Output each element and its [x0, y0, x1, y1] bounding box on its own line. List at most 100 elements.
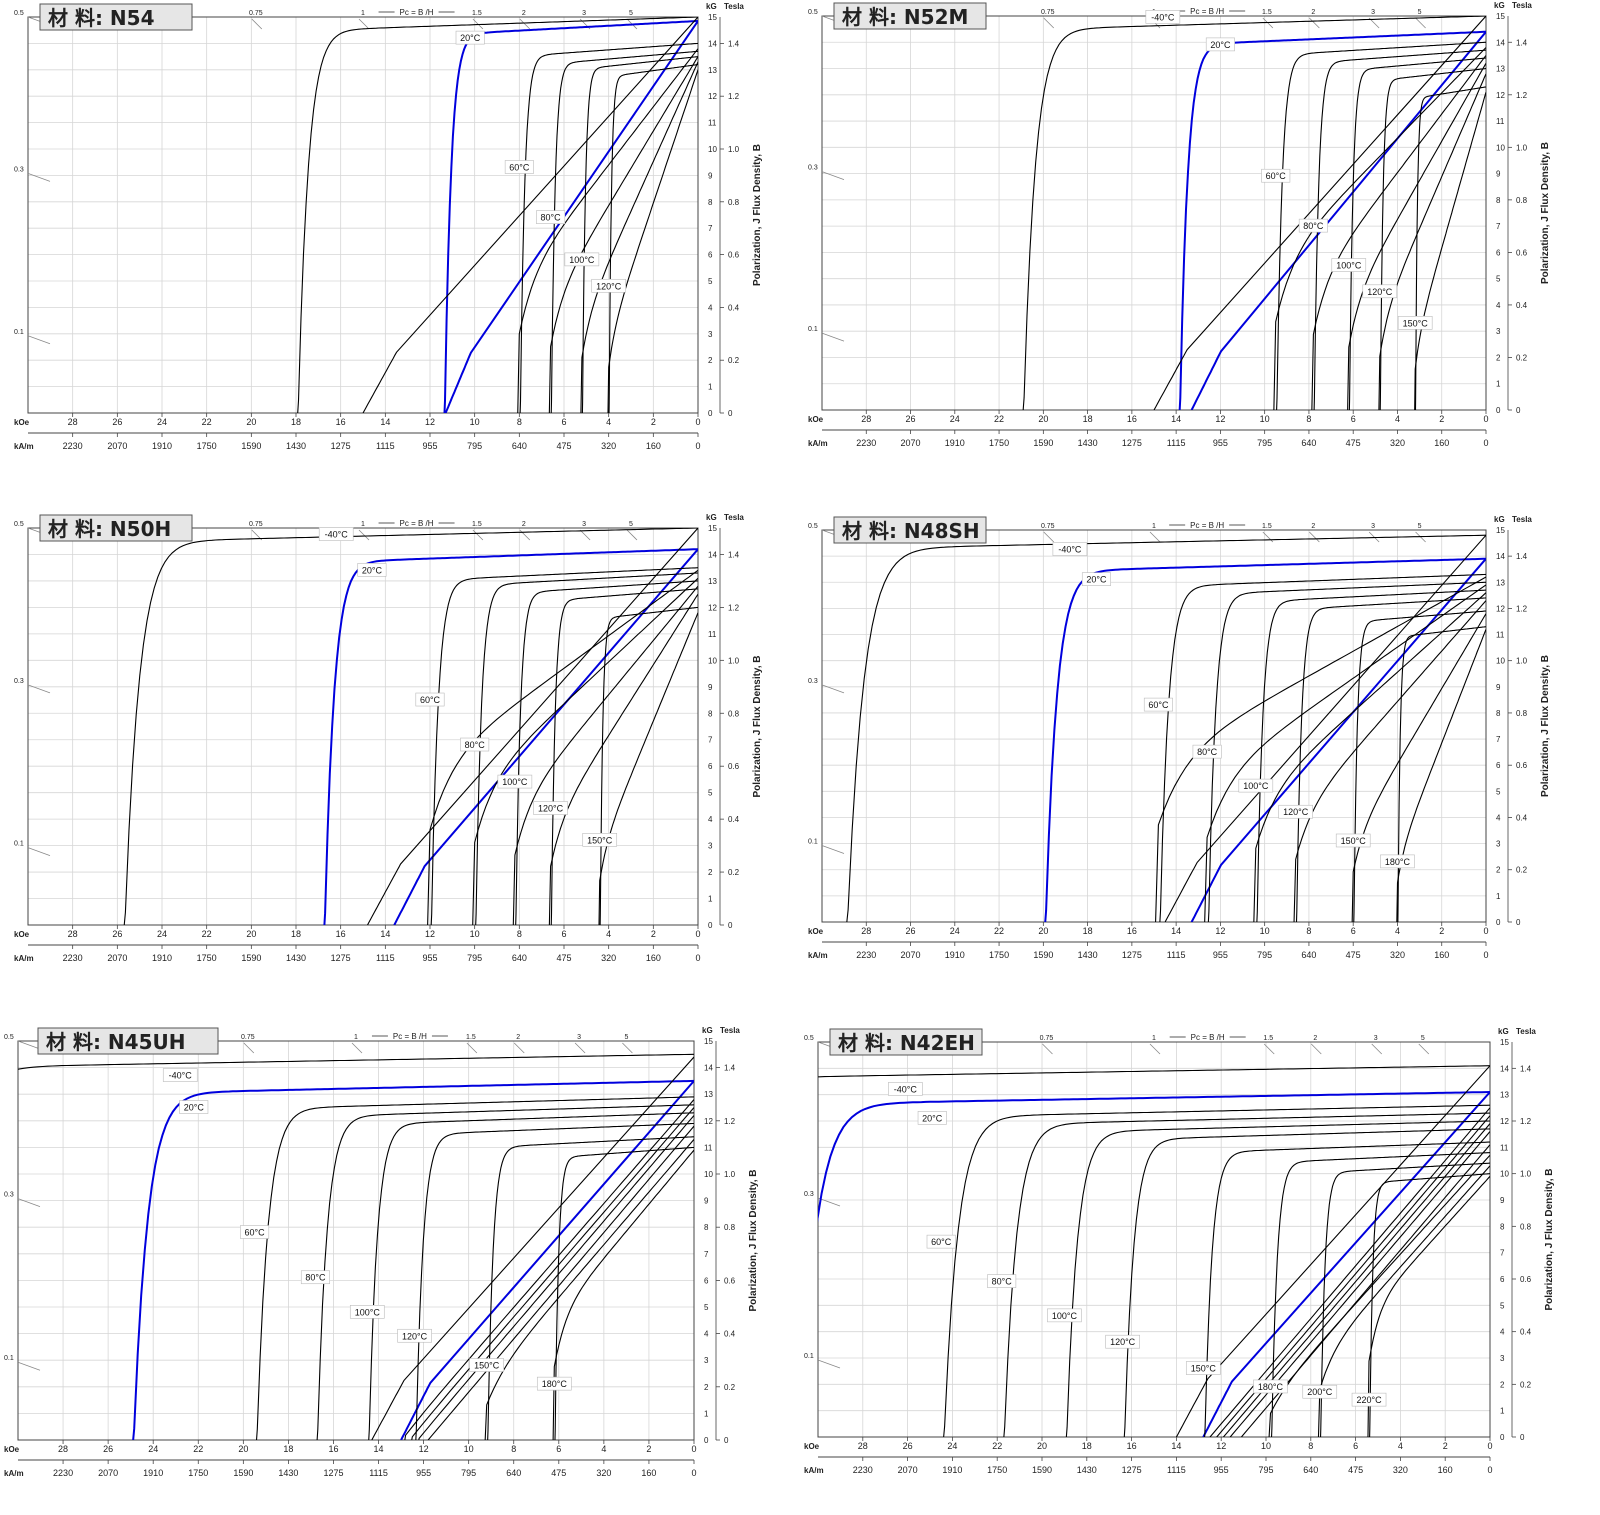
temperature-label-box [1185, 1361, 1221, 1375]
kam-tick-label: 1910 [152, 953, 172, 963]
pc-tick-label: 3 [582, 10, 586, 17]
koe-tick-label: 10 [1260, 414, 1270, 424]
tesla-unit-label: Tesla [724, 2, 744, 11]
temperature-label: 100°C [502, 777, 528, 787]
curve-flux-4 [367, 528, 698, 925]
koe-tick-label: 18 [1082, 1441, 1092, 1451]
curve-flux-4 [1175, 1065, 1490, 1437]
kam-tick-label: 1115 [1167, 1465, 1186, 1475]
curve-flux-4 [362, 17, 698, 413]
kam-tick-label: 1910 [143, 1468, 163, 1478]
left-tick-label: 0.1 [804, 1353, 814, 1360]
curve-flux-3 [393, 548, 698, 925]
curve-polarization-1 [1022, 16, 1486, 410]
kg-unit-label: kG [1494, 515, 1505, 524]
pc-tick-label: 2 [522, 10, 526, 17]
temperature-label-box [1145, 10, 1181, 24]
curve-flux-4 [1153, 16, 1486, 410]
material-title: 材 料: N42EH [829, 1028, 983, 1056]
kam-tick-label: 2230 [856, 438, 876, 448]
koe-tick-label: 24 [950, 414, 960, 424]
kam-tick-label: 1750 [197, 953, 217, 963]
temperature-label-box [533, 801, 568, 815]
kam-tick-label: 1115 [369, 1468, 388, 1478]
koe-unit-label: kOe [4, 1445, 20, 1454]
curve-polarization-6 [1207, 581, 1486, 922]
temperature-label: 60°C [420, 695, 441, 705]
kg-tick-label: 6 [1500, 1275, 1505, 1284]
material-title-text: 材 料: N50H [48, 517, 171, 541]
tesla-tick-label: 0.6 [1520, 1275, 1532, 1284]
pc-tick-label: 2 [1311, 9, 1315, 16]
tesla-tick-label: 1.2 [1516, 91, 1528, 100]
curve-polarization-1 [846, 534, 1486, 922]
koe-unit-label: kOe [804, 1442, 820, 1451]
temperature-label: 80°C [992, 1277, 1013, 1287]
kam-tick-label: 795 [1257, 438, 1272, 448]
koe-tick-label: 20 [238, 1444, 248, 1454]
left-tick-label: 0.3 [14, 678, 24, 685]
curve-flux-3 [444, 20, 698, 413]
temperature-label: 20°C [1210, 40, 1231, 50]
kam-tick-label: 160 [646, 953, 661, 963]
kam-tick-label: 1115 [1167, 950, 1186, 960]
kg-tick-label: 13 [708, 66, 717, 75]
tesla-tick-label: 0.4 [1520, 1328, 1532, 1337]
kg-tick-label: 12 [1496, 604, 1505, 613]
temperature-label: 150°C [587, 835, 613, 845]
kam-tick-label: 0 [1483, 438, 1488, 448]
kg-unit-label: kG [702, 1026, 713, 1035]
koe-tick-label: 18 [291, 417, 301, 427]
kg-tick-label: 11 [704, 1143, 713, 1152]
kg-tick-label: 6 [1496, 761, 1501, 770]
kg-tick-label: 12 [708, 603, 717, 612]
left-tick [27, 173, 51, 182]
temperature-label: 80°C [1303, 221, 1324, 231]
curve-polarization-2 [1178, 30, 1486, 410]
koe-tick-label: 14 [380, 929, 390, 939]
kam-tick-label: 2070 [898, 1465, 918, 1475]
kam-tick-label: 1910 [945, 950, 965, 960]
curve-polarization-6 [1003, 1112, 1490, 1437]
pc-tick [1310, 1043, 1322, 1055]
kam-tick-label: 1430 [286, 441, 306, 451]
kg-tick-label: 6 [708, 251, 713, 260]
koe-tick-label: 6 [1353, 1441, 1358, 1451]
chart-panel-3: kOe 28 26 24 22 20 18 16 14 12 10 8 6 4 2 0kA/m 2230 2070… [14, 513, 763, 963]
kam-tick-label: 2070 [107, 953, 127, 963]
pc-tick-label: 2 [516, 1034, 520, 1041]
temperature-label: 120°C [596, 281, 622, 291]
pc-label: Pc = B /H [400, 519, 434, 528]
tesla-tick-label: 1.4 [1516, 38, 1528, 47]
kam-tick-label: 2070 [901, 438, 921, 448]
plot-frame [821, 529, 1487, 923]
kg-tick-label: 4 [704, 1330, 709, 1339]
koe-tick-label: 20 [1037, 1441, 1047, 1451]
pc-tick-label: 0.75 [249, 10, 263, 17]
koe-tick-label: 8 [511, 1444, 516, 1454]
temperature-label-box [179, 1100, 209, 1114]
kam-tick-label: 475 [551, 1468, 566, 1478]
kg-tick-label: 8 [708, 709, 713, 718]
kam-tick-label: 475 [556, 953, 571, 963]
kg-tick-label: 12 [1500, 1117, 1509, 1126]
temperature-label: 20°C [922, 1113, 943, 1123]
kg-tick-label: 15 [708, 524, 717, 533]
koe-tick-label: 24 [148, 1444, 158, 1454]
koe-tick-label: 28 [861, 926, 871, 936]
pc-tick-label: 3 [1371, 9, 1375, 16]
kam-tick-label: 1590 [241, 441, 261, 451]
koe-tick-label: 0 [695, 417, 700, 427]
curve-polarization-6 [550, 50, 698, 413]
curve-flux-3 [1190, 31, 1486, 410]
temperature-label-box [1238, 778, 1274, 793]
tesla-tick-label: 0.8 [728, 709, 740, 718]
temperature-label-box [591, 278, 626, 293]
plot-frame [17, 1040, 695, 1441]
kg-tick-label: 10 [708, 145, 717, 154]
chart-panel-4: kOe 28 26 24 22 20 18 16 14 12 10 8 6 4 2 0kA/m 2230 2070… [808, 515, 1551, 960]
pc-tick-label: 1 [361, 10, 365, 17]
pc-tick [251, 18, 263, 30]
kg-tick-label: 13 [704, 1090, 713, 1099]
pc-tick [1149, 1043, 1161, 1055]
